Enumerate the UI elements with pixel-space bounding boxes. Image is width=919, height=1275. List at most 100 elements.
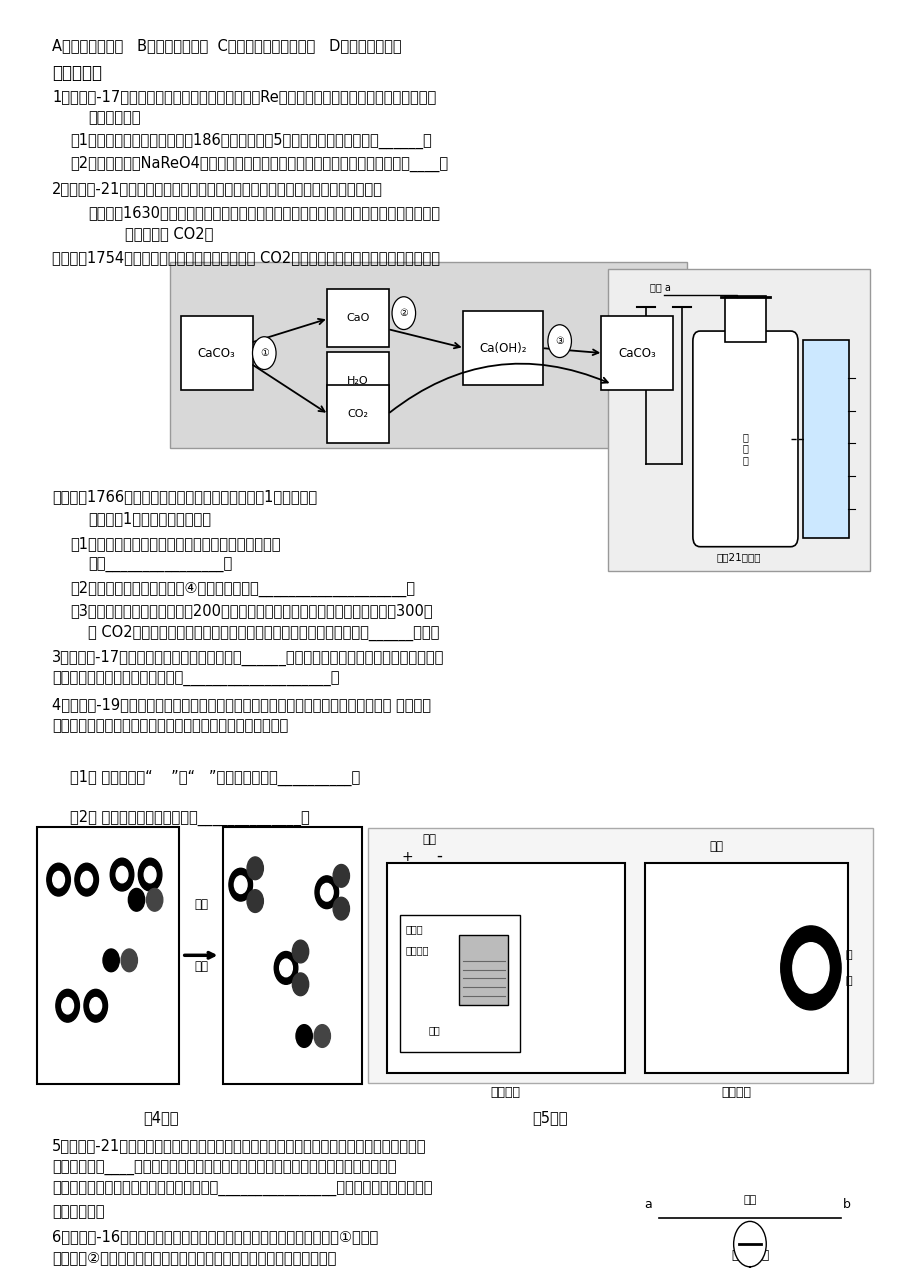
Circle shape bbox=[52, 871, 64, 887]
Text: 控制电路: 控制电路 bbox=[490, 1086, 520, 1099]
Text: （3）如图，在室温下将容积为200毫升的广口瓶注满蔓馏水，通过导管缓慢通入300毫: （3）如图，在室温下将容积为200毫升的广口瓶注满蔓馏水，通过导管缓慢通入300… bbox=[70, 603, 433, 618]
Text: 第4题图: 第4题图 bbox=[142, 1111, 178, 1126]
Text: 二、填空题: 二、填空题 bbox=[52, 64, 102, 82]
Circle shape bbox=[90, 997, 101, 1014]
FancyBboxPatch shape bbox=[607, 269, 868, 571]
Circle shape bbox=[548, 325, 571, 357]
Text: 水银: 水银 bbox=[428, 1025, 439, 1035]
Text: 各元件完好、电路连接无误，则可能是因为________________（任写一种）导致工作电: 各元件完好、电路连接无误，则可能是因为________________（任写一种… bbox=[52, 1182, 432, 1197]
Text: H₂O: H₂O bbox=[346, 376, 369, 386]
Text: ①: ① bbox=[260, 348, 268, 358]
Circle shape bbox=[292, 973, 309, 996]
Text: 工作电路: 工作电路 bbox=[720, 1086, 751, 1099]
FancyBboxPatch shape bbox=[724, 296, 766, 343]
Circle shape bbox=[279, 959, 292, 977]
Circle shape bbox=[81, 871, 93, 887]
Circle shape bbox=[333, 864, 349, 887]
Circle shape bbox=[146, 889, 163, 912]
FancyBboxPatch shape bbox=[386, 863, 624, 1072]
Text: S: S bbox=[754, 1248, 759, 1257]
Circle shape bbox=[84, 989, 108, 1023]
FancyBboxPatch shape bbox=[369, 827, 872, 1082]
Text: 资料一：1630年，海尔蒙特发现在一些洞穴处，有一种能使燃着的蜡烛息灯的气体，后: 资料一：1630年，海尔蒙特发现在一些洞穴处，有一种能使燃着的蜡烛息灯的气体，后 bbox=[88, 205, 440, 221]
Circle shape bbox=[138, 858, 162, 891]
Text: 一定: 一定 bbox=[194, 899, 208, 912]
Circle shape bbox=[234, 876, 247, 894]
FancyBboxPatch shape bbox=[459, 935, 508, 1005]
Text: 升 CO2。如果卡文迪许的结论是正确的，则在量筒中收集到的水约为______毫升。: 升 CO2。如果卡文迪许的结论是正确的，则在量筒中收集到的水约为______毫升… bbox=[88, 625, 439, 641]
Circle shape bbox=[780, 926, 840, 1010]
Text: 1．（温州-17）我国用新技术提纯了稀有金属钒（Re）为航空航天发动机核心部件的制造提供: 1．（温州-17）我国用新技术提纯了稀有金属钒（Re）为航空航天发动机核心部件的… bbox=[52, 89, 436, 105]
FancyBboxPatch shape bbox=[326, 352, 389, 411]
Circle shape bbox=[56, 989, 79, 1023]
Circle shape bbox=[110, 858, 133, 891]
Text: （1）钒原子的相对原子质量为186，原子核内有5个质子则其核外电子数为______。: （1）钒原子的相对原子质量为186，原子核内有5个质子则其核外电子数为_____… bbox=[70, 133, 432, 149]
Text: 金属丝: 金属丝 bbox=[405, 924, 423, 935]
Circle shape bbox=[314, 876, 338, 909]
Text: CO₂: CO₂ bbox=[347, 409, 369, 419]
Circle shape bbox=[247, 857, 263, 880]
Text: 5．（嘉舟-21）如图是一个温度自动报警器的工作原理电路图。当控制电路中有电流通过时，: 5．（嘉舟-21）如图是一个温度自动报警器的工作原理电路图。当控制电路中有电流通… bbox=[52, 1139, 426, 1153]
Text: 电: 电 bbox=[845, 950, 851, 960]
Text: 资料二：1754年，布莱克将石灰石锻烧首次制得 CO2，并完成了如下所示的物质转化研究。: 资料二：1754年，布莱克将石灰石锻烧首次制得 CO2，并完成了如下所示的物质转… bbox=[52, 250, 440, 265]
Text: 果忘记了加入二氧化锶，其结果是____________________。: 果忘记了加入二氧化锶，其结果是____________________。 bbox=[52, 672, 339, 687]
FancyBboxPatch shape bbox=[644, 863, 847, 1072]
Text: -: - bbox=[436, 847, 441, 864]
Text: （1） 参加反应的“    ”与“   ”的分子个数比为__________。: （1） 参加反应的“ ”与“ ”的分子个数比为__________。 bbox=[70, 770, 360, 787]
Circle shape bbox=[47, 863, 70, 896]
Text: 第5题图: 第5题图 bbox=[532, 1111, 567, 1126]
Text: （2）高钒酸钔（NaReO4）是钒的重要来源之一。高钒酸钔中钒元素的化合价为____。: （2）高钒酸钔（NaReO4）是钒的重要来源之一。高钒酸钔中钒元素的化合价为__… bbox=[70, 156, 448, 172]
Text: b: b bbox=[843, 1198, 850, 1211]
Text: 否有磁性②若有磁性则磁极如何分布，小科画出思维导图。请补充完整：: 否有磁性②若有磁性则磁极如何分布，小科画出思维导图。请补充完整： bbox=[52, 1251, 336, 1265]
Text: 设定温度: 设定温度 bbox=[405, 945, 428, 955]
Circle shape bbox=[320, 884, 333, 901]
Text: ③: ③ bbox=[555, 337, 563, 346]
Text: 资料三：1766年，卡文迪许通过实验测得，室温下1体积水大约: 资料三：1766年，卡文迪许通过实验测得，室温下1体积水大约 bbox=[52, 488, 317, 504]
Text: 铃: 铃 bbox=[845, 975, 851, 986]
Text: A．褂色时间过短   B．光照时间过短  C．植株在暗处时间过短   D．铝箔遥光不严: A．褂色时间过短 B．光照时间过短 C．植株在暗处时间过短 D．铝箔遥光不严 bbox=[52, 38, 402, 54]
Text: 来被证实是 CO2。: 来被证实是 CO2。 bbox=[125, 227, 213, 241]
Circle shape bbox=[313, 1025, 330, 1047]
FancyBboxPatch shape bbox=[181, 316, 252, 390]
Circle shape bbox=[391, 297, 415, 329]
Text: （第21题图）: （第21题图） bbox=[716, 552, 760, 562]
FancyBboxPatch shape bbox=[326, 289, 389, 348]
Circle shape bbox=[274, 951, 298, 984]
Text: CaCO₃: CaCO₃ bbox=[198, 347, 235, 360]
Text: 电源: 电源 bbox=[422, 833, 437, 845]
Text: 4．（嘉舟-19）化学反应的实质是构成物质分子的原子重新进行组合，形成新分子的 过程。如: 4．（嘉舟-19）化学反应的实质是构成物质分子的原子重新进行组合，形成新分子的 … bbox=[52, 696, 431, 711]
Circle shape bbox=[296, 1025, 312, 1047]
FancyBboxPatch shape bbox=[692, 332, 797, 547]
Text: 电源: 电源 bbox=[709, 840, 722, 853]
Text: 2．（温州-21）人类发现二氧化碳经历了多个世纪，下列是其过程中的部分资料。: 2．（温州-21）人类发现二氧化碳经历了多个世纪，下列是其过程中的部分资料。 bbox=[52, 181, 382, 196]
Text: 钙针: 钙针 bbox=[743, 1195, 755, 1205]
FancyBboxPatch shape bbox=[170, 261, 686, 449]
Text: CaO: CaO bbox=[346, 314, 369, 324]
Text: CaCO₃: CaCO₃ bbox=[618, 347, 655, 360]
Circle shape bbox=[732, 1221, 766, 1267]
Circle shape bbox=[229, 868, 252, 901]
Text: a: a bbox=[643, 1198, 652, 1211]
Text: 第16题图: 第16题图 bbox=[731, 1248, 769, 1262]
Circle shape bbox=[333, 898, 349, 921]
FancyBboxPatch shape bbox=[223, 826, 362, 1084]
Circle shape bbox=[103, 949, 119, 972]
Circle shape bbox=[121, 949, 137, 972]
Text: 条件: 条件 bbox=[194, 960, 208, 973]
Text: （1）根据海尔蒙特的发现，可推测二氧化碳的化学性: （1）根据海尔蒙特的发现，可推测二氧化碳的化学性 bbox=[70, 537, 280, 552]
FancyBboxPatch shape bbox=[400, 915, 519, 1052]
Text: 能溶解解1体积二氧化碳气体。: 能溶解解1体积二氧化碳气体。 bbox=[88, 511, 211, 527]
FancyBboxPatch shape bbox=[37, 826, 178, 1084]
Text: 蔓
馏
水: 蔓 馏 水 bbox=[742, 432, 747, 465]
Circle shape bbox=[292, 940, 309, 963]
Text: N: N bbox=[738, 1248, 745, 1257]
Circle shape bbox=[252, 337, 276, 370]
Text: 路没有接通。: 路没有接通。 bbox=[52, 1204, 105, 1219]
Text: Ca(OH)₂: Ca(OH)₂ bbox=[479, 342, 527, 354]
Text: （2）写出布莱克实验中反应④的化学方程式：____________________。: （2）写出布莱克实验中反应④的化学方程式：___________________… bbox=[70, 580, 414, 597]
Text: 了重要原料。: 了重要原料。 bbox=[88, 111, 141, 125]
Text: 图是在密闭容器中某化学反应过程的微观示意图。据图回答：: 图是在密闭容器中某化学反应过程的微观示意图。据图回答： bbox=[52, 718, 289, 733]
Text: 导管 a: 导管 a bbox=[650, 282, 671, 292]
Text: 3．（绍义-17）二氧化锶中锶元素的化合价是______。在用氯酸鑆制取氧气的实的实验时，如: 3．（绍义-17）二氧化锶中锶元素的化合价是______。在用氯酸鑆制取氧气的实… bbox=[52, 650, 444, 667]
Text: 6．（金丽-16）小科在实验室发现一枚钙针，为能快速利用小磁针判断①钙针是: 6．（金丽-16）小科在实验室发现一枚钙针，为能快速利用小磁针判断①钙针是 bbox=[52, 1229, 378, 1244]
